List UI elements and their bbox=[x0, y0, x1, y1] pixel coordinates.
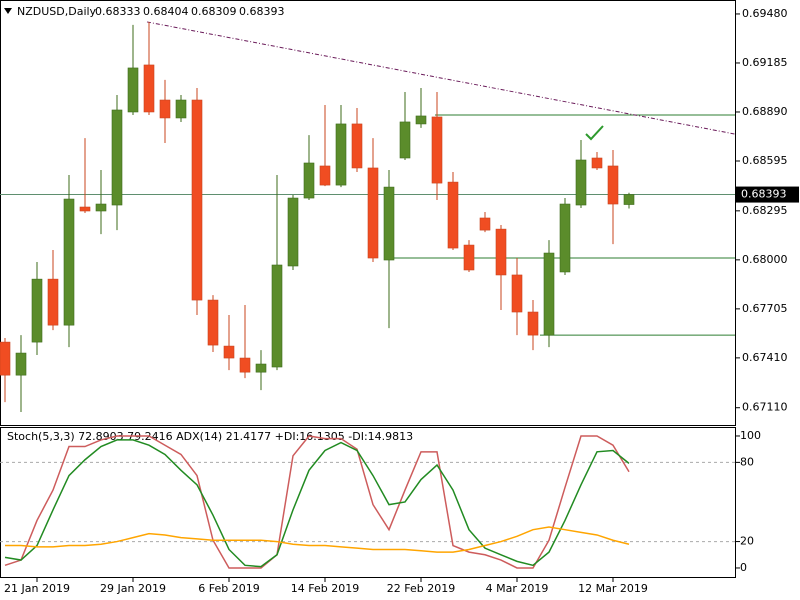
y-tick-label: 0.68000 bbox=[742, 253, 788, 266]
candle-body bbox=[623, 194, 635, 205]
candle-body bbox=[527, 311, 539, 336]
header-high: 0.68404 bbox=[143, 5, 189, 18]
candle-body bbox=[543, 252, 555, 336]
candle-body bbox=[479, 217, 491, 231]
candle-body bbox=[127, 67, 139, 113]
y-tick-label: 0.67410 bbox=[742, 351, 788, 364]
y-tick-label: 80 bbox=[740, 455, 754, 468]
y-tick-label: 100 bbox=[740, 429, 761, 442]
x-tick-label: 14 Feb 2019 bbox=[291, 582, 359, 595]
y-tick-label: 0.68595 bbox=[742, 154, 788, 167]
candle-body bbox=[271, 264, 283, 368]
y-tick-label: 20 bbox=[740, 535, 754, 548]
candle-body bbox=[47, 278, 59, 326]
menu-arrow bbox=[4, 8, 12, 14]
y-tick-label: 0.68295 bbox=[742, 204, 788, 217]
candle-body bbox=[495, 228, 507, 276]
candle-body bbox=[0, 341, 11, 376]
header-low: 0.68309 bbox=[191, 5, 237, 18]
y-tick-label: 0.67110 bbox=[742, 401, 788, 414]
candle-body bbox=[223, 345, 235, 359]
candle-body bbox=[159, 99, 171, 119]
y-tick-label: 0.69185 bbox=[742, 56, 788, 69]
indicator-panel bbox=[0, 427, 736, 578]
y-tick-label: 0.67705 bbox=[742, 302, 788, 315]
candle-body bbox=[575, 159, 587, 206]
price-label: 0.68393 bbox=[741, 188, 787, 201]
candle-body bbox=[63, 198, 75, 326]
y-tick-label: 0 bbox=[740, 561, 747, 574]
header-open: 0.68333 bbox=[95, 5, 141, 18]
candle-body bbox=[255, 363, 267, 373]
candle-body bbox=[143, 64, 155, 113]
candle-body bbox=[15, 352, 27, 376]
candle-body bbox=[367, 167, 379, 259]
candle-body bbox=[287, 197, 299, 267]
candle-body bbox=[591, 157, 603, 169]
candle-body bbox=[447, 181, 459, 249]
candle-body bbox=[303, 162, 315, 199]
candle-body bbox=[95, 203, 107, 212]
candle-body bbox=[239, 357, 251, 373]
indicator-title: Stoch(5,3,3) 72.8903 79.2416 ADX(14) 21.… bbox=[7, 430, 413, 443]
candle-body bbox=[415, 115, 427, 125]
candle-body bbox=[351, 123, 363, 169]
y-tick-label: 0.69480 bbox=[742, 7, 788, 20]
trend-line bbox=[146, 21, 736, 135]
candle-body bbox=[463, 244, 475, 271]
candle-body bbox=[383, 186, 395, 261]
candle-body bbox=[511, 274, 523, 313]
candle-body bbox=[431, 116, 443, 184]
candle-body bbox=[607, 165, 619, 205]
x-tick-label: 6 Feb 2019 bbox=[198, 582, 259, 595]
x-tick-label: 22 Feb 2019 bbox=[387, 582, 455, 595]
candle-body bbox=[559, 203, 571, 273]
indicator-line bbox=[4, 435, 630, 569]
x-tick-label: 12 Mar 2019 bbox=[578, 582, 648, 595]
candle-body bbox=[319, 165, 331, 186]
indicator-line bbox=[4, 439, 630, 568]
candle-body bbox=[31, 278, 43, 343]
candle-body bbox=[399, 121, 411, 159]
candle-body bbox=[191, 99, 203, 301]
x-tick-label: 21 Jan 2019 bbox=[4, 582, 70, 595]
candle-body bbox=[207, 299, 219, 346]
x-tick-label: 4 Mar 2019 bbox=[486, 582, 549, 595]
chart-title: NZDUSD,Daily bbox=[17, 5, 97, 18]
y-tick-label: 0.68890 bbox=[742, 105, 788, 118]
header-close: 0.68393 bbox=[239, 5, 285, 18]
indicator-line bbox=[5, 526, 630, 553]
check-mark bbox=[585, 125, 604, 141]
candle-body bbox=[79, 206, 91, 212]
candle-body bbox=[335, 123, 347, 186]
x-tick-label: 29 Jan 2019 bbox=[100, 582, 166, 595]
candle-body bbox=[175, 99, 187, 119]
price-label-box bbox=[736, 186, 799, 203]
candle-body bbox=[111, 109, 123, 206]
